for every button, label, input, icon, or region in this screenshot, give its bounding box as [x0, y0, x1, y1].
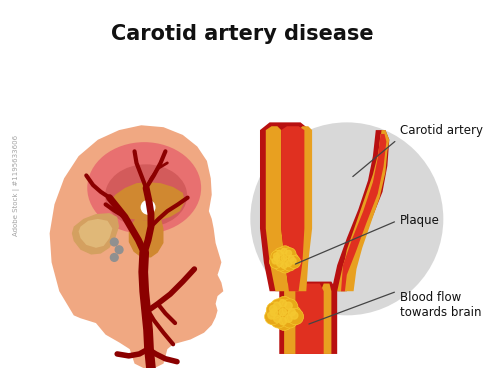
- Circle shape: [110, 254, 118, 261]
- Circle shape: [278, 260, 291, 273]
- Circle shape: [279, 309, 286, 316]
- Circle shape: [290, 258, 296, 264]
- Circle shape: [267, 305, 283, 321]
- Text: Carotid artery: Carotid artery: [400, 124, 483, 137]
- Circle shape: [250, 122, 444, 315]
- Circle shape: [278, 253, 291, 266]
- Text: Carotid artery disease: Carotid artery disease: [112, 24, 374, 44]
- Circle shape: [266, 302, 282, 318]
- Ellipse shape: [105, 164, 187, 227]
- Polygon shape: [78, 219, 112, 248]
- Polygon shape: [341, 134, 386, 291]
- Polygon shape: [296, 284, 324, 354]
- Circle shape: [288, 309, 296, 316]
- Polygon shape: [281, 126, 304, 291]
- Polygon shape: [337, 134, 386, 291]
- Text: Plaque: Plaque: [400, 214, 440, 227]
- Circle shape: [282, 299, 298, 315]
- Circle shape: [286, 261, 292, 267]
- Circle shape: [285, 302, 292, 309]
- Circle shape: [110, 238, 118, 246]
- Circle shape: [272, 258, 278, 264]
- Polygon shape: [72, 213, 119, 255]
- Circle shape: [276, 261, 282, 267]
- Circle shape: [281, 255, 287, 261]
- Circle shape: [288, 255, 300, 268]
- Circle shape: [290, 312, 298, 319]
- Circle shape: [279, 300, 286, 307]
- Ellipse shape: [88, 142, 201, 234]
- Circle shape: [270, 312, 286, 328]
- Text: Blood flow
towards brain: Blood flow towards brain: [400, 291, 481, 319]
- Circle shape: [283, 248, 296, 261]
- Circle shape: [286, 253, 298, 266]
- Circle shape: [271, 250, 284, 263]
- Circle shape: [270, 255, 282, 268]
- Circle shape: [142, 201, 155, 214]
- Circle shape: [283, 258, 296, 271]
- Polygon shape: [280, 282, 337, 354]
- Circle shape: [274, 302, 281, 309]
- Circle shape: [264, 309, 281, 325]
- Polygon shape: [266, 126, 289, 291]
- Circle shape: [278, 246, 291, 259]
- Circle shape: [276, 314, 292, 330]
- Circle shape: [276, 296, 292, 313]
- Polygon shape: [129, 217, 164, 258]
- Circle shape: [270, 305, 277, 313]
- Polygon shape: [284, 284, 296, 354]
- Circle shape: [281, 248, 287, 254]
- Circle shape: [286, 250, 292, 256]
- Circle shape: [285, 305, 301, 321]
- Circle shape: [279, 318, 286, 325]
- Circle shape: [274, 258, 287, 271]
- Text: Adobe Stock | #1195633606: Adobe Stock | #1195633606: [13, 135, 20, 236]
- Circle shape: [274, 248, 287, 261]
- Polygon shape: [50, 125, 224, 368]
- Circle shape: [115, 246, 123, 254]
- Circle shape: [274, 315, 281, 322]
- Polygon shape: [332, 130, 390, 291]
- Polygon shape: [341, 130, 390, 291]
- Circle shape: [285, 315, 292, 322]
- Circle shape: [268, 312, 275, 319]
- Circle shape: [270, 299, 286, 315]
- Polygon shape: [112, 182, 184, 221]
- Circle shape: [276, 305, 292, 321]
- Polygon shape: [293, 126, 312, 291]
- Circle shape: [274, 253, 279, 259]
- Circle shape: [272, 253, 284, 266]
- Circle shape: [274, 255, 280, 261]
- Circle shape: [281, 262, 287, 268]
- Circle shape: [270, 309, 278, 316]
- Polygon shape: [260, 122, 310, 291]
- Circle shape: [288, 255, 294, 261]
- Circle shape: [288, 309, 304, 325]
- Circle shape: [276, 250, 282, 256]
- Polygon shape: [321, 284, 332, 354]
- Circle shape: [282, 312, 298, 328]
